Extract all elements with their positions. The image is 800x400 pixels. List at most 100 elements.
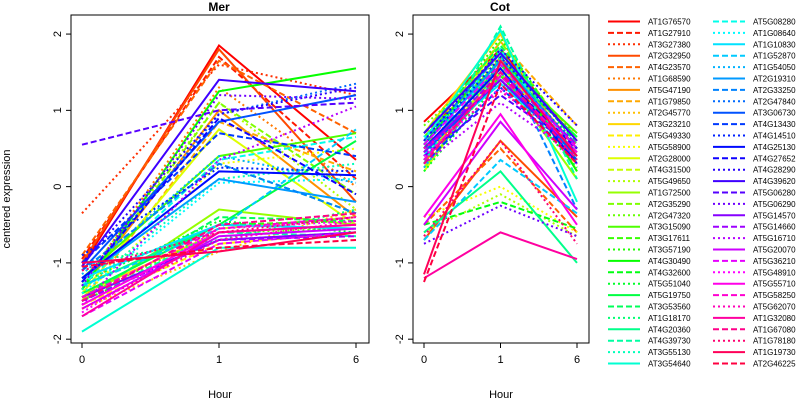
legend-label: AT4G23570: [648, 63, 691, 72]
series-line-at3g06730: [81, 94, 357, 272]
legend-item: AT2G47840: [713, 97, 796, 106]
series-line-at5g20070: [81, 227, 357, 310]
legend-label: AT2G19310: [753, 75, 796, 84]
series-line-at5g36210: [81, 231, 357, 318]
legend-item: AT1G76570: [608, 18, 691, 27]
legend-label: AT5G14570: [753, 211, 796, 220]
legend-label: AT2G35290: [648, 200, 691, 209]
series-line-at3g53560: [81, 216, 357, 299]
legend-label: AT2G32950: [648, 52, 691, 61]
legend-item: AT4G20360: [608, 325, 691, 334]
series-line-at4g28290: [423, 47, 578, 142]
series-line-at2g32950: [81, 47, 357, 264]
legend-item: AT3G23210: [608, 120, 691, 129]
series-line-at1g19730: [81, 231, 357, 264]
legend-item: AT5G47190: [608, 86, 691, 95]
x-tick-label: 6: [574, 354, 580, 366]
y-tick-label: -2: [52, 334, 64, 344]
legend-item: AT5G49330: [608, 132, 691, 141]
legend-item: AT5G06290: [713, 200, 796, 209]
panel-mer: Mer -2 -1 0 1 2 0 1 6 Hour: [52, 0, 370, 400]
legend-item: AT4G25130: [713, 143, 796, 152]
series-line-at2g19310: [81, 177, 357, 280]
legend-item: AT5G20070: [713, 246, 796, 255]
legend-label: AT5G36210: [753, 257, 796, 266]
legend-label: AT4G28290: [753, 166, 796, 175]
legend-label: AT1G19730: [753, 348, 796, 357]
legend-label: AT3G06730: [753, 109, 796, 118]
legend-item: AT1G68590: [608, 75, 691, 84]
legend-item: AT2G32950: [608, 52, 691, 61]
legend-item: AT4G28290: [713, 166, 796, 175]
series-line-at4g25130: [81, 170, 357, 279]
legend-label: AT1G52870: [753, 52, 796, 61]
legend-label: AT4G30490: [648, 257, 691, 266]
legend-item: AT1G27910: [608, 29, 691, 38]
legend-label: AT3G55130: [648, 348, 691, 357]
legend-item: AT1G19730: [713, 348, 796, 357]
legend-label: AT1G67080: [753, 325, 796, 334]
legend-item: AT5G55710: [713, 280, 796, 289]
legend-label: AT4G20360: [648, 325, 691, 334]
legend-item: AT5G51040: [608, 280, 691, 289]
legend-label: AT5G51040: [648, 280, 691, 289]
y-tick-label: 0: [52, 184, 64, 190]
legend-label: AT2G33250: [753, 86, 796, 95]
y-tick-label: -1: [394, 258, 406, 268]
legend-label: AT5G55710: [753, 280, 796, 289]
legend-item: AT3G54640: [608, 360, 691, 369]
series-line-at5g58250: [81, 216, 357, 299]
y-tick-label: -1: [52, 258, 64, 268]
series-line-at1g19730: [423, 58, 578, 275]
series-line-at1g67080: [81, 212, 357, 302]
legend-label: AT4G32600: [648, 268, 691, 277]
x-tick-label: 6: [353, 354, 359, 366]
series-line-at2g33250: [423, 51, 578, 210]
legend-item: AT4G23570: [608, 63, 691, 72]
legend-label: AT4G25130: [753, 143, 796, 152]
legend-item: AT5G16710: [713, 234, 796, 243]
series-line-at5g06290: [423, 204, 578, 245]
legend-item: AT5G14570: [713, 211, 796, 220]
series-line-at3g54640: [423, 28, 578, 203]
y-tick-label: 1: [52, 107, 64, 113]
plot-frame: [70, 14, 370, 344]
legend-item: AT1G32080: [713, 314, 796, 323]
legend-label: AT4G31500: [648, 166, 691, 175]
legend-label: AT3G23210: [648, 120, 691, 129]
legend-item: AT4G32600: [608, 268, 691, 277]
legend-item: AT5G62070: [713, 303, 796, 312]
legend-item: AT2G19310: [713, 75, 796, 84]
x-axis-title: Hour: [489, 389, 513, 400]
legend-label: AT1G18170: [648, 314, 691, 323]
legend-item: AT1G78180: [713, 337, 796, 346]
y-tick-label: 1: [394, 107, 406, 113]
legend-item: AT3G55130: [608, 348, 691, 357]
legend-item: AT3G06730: [713, 109, 796, 118]
series-line-at4g14510: [423, 55, 578, 146]
legend-label: AT5G19750: [648, 291, 691, 300]
legend-label: AT1G72500: [648, 189, 691, 198]
series-line-at1g32080: [423, 231, 578, 280]
x-tick-label: 1: [497, 354, 503, 366]
legend-item: AT3G53560: [608, 303, 691, 312]
legend-label: AT5G49330: [648, 132, 691, 141]
legend-label: AT1G76570: [648, 18, 691, 27]
legend-item: AT1G54050: [713, 63, 796, 72]
series-line-at5g16710: [423, 101, 578, 165]
panel-cot: Cot -2 -1 0 1 2 0 1 6 Hour: [394, 0, 590, 400]
legend-label: AT5G14660: [753, 223, 796, 232]
series-line-at5g51040: [81, 219, 357, 283]
panel-title: Cot: [490, 0, 510, 14]
legend-item: AT3G27380: [608, 40, 691, 49]
legend-item: AT5G48910: [713, 268, 796, 277]
legend-label: AT3G15090: [648, 223, 691, 232]
series-line-at4g27652: [81, 116, 357, 283]
legend-item: AT2G35290: [608, 200, 691, 209]
x-tick-label: 0: [79, 354, 85, 366]
legend-label: AT5G49650: [648, 177, 691, 186]
legend-label: AT1G32080: [753, 314, 796, 323]
legend-label: AT5G48910: [753, 268, 796, 277]
y-tick-label: -2: [394, 334, 406, 344]
